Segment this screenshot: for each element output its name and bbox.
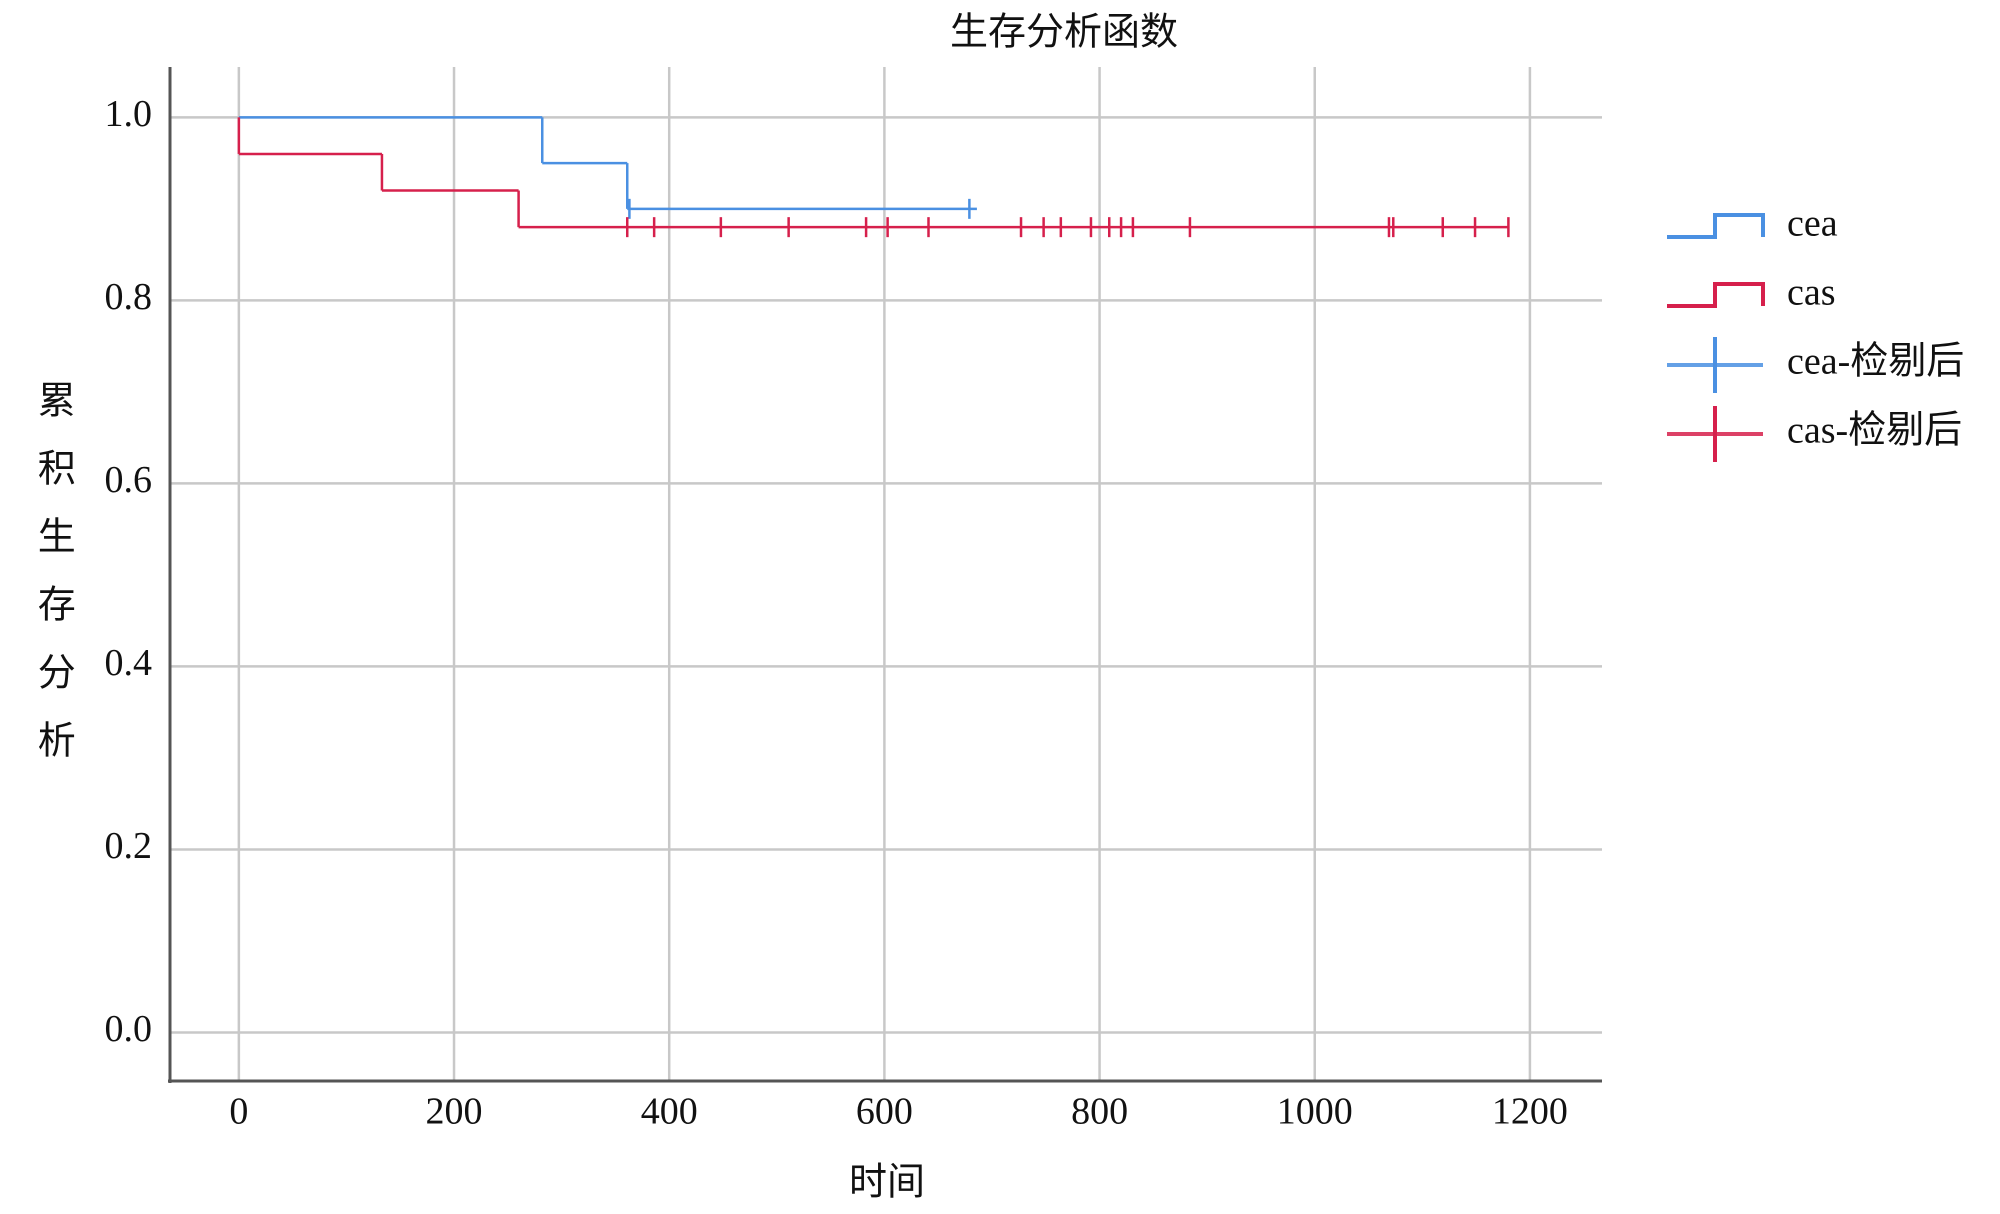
- x-tick-label: 1200: [1492, 1091, 1568, 1133]
- y-tick-label: 0.6: [105, 459, 153, 501]
- x-axis-label: 时间: [849, 1162, 925, 1204]
- legend-swatch: [1667, 213, 1765, 239]
- y-tick-label: 0.4: [105, 642, 153, 684]
- legend-label: cea: [1787, 203, 1838, 245]
- y-tick-label: 0.8: [105, 276, 153, 318]
- legend-label: cea-检剔后: [1787, 341, 1964, 383]
- x-tick-label: 600: [856, 1091, 913, 1133]
- legend-label: cas: [1787, 272, 1836, 314]
- chart-title: 生存分析函数: [950, 12, 1178, 54]
- legend-label: cas-检剔后: [1787, 410, 1962, 452]
- x-tick-label: 200: [426, 1091, 483, 1133]
- y-tick-label: 0.2: [105, 825, 153, 867]
- x-tick-label: 1000: [1277, 1091, 1353, 1133]
- y-tick-label: 0.0: [105, 1008, 153, 1050]
- x-tick-label: 800: [1071, 1091, 1128, 1133]
- y-axis-label: 累积生存分析: [31, 380, 74, 788]
- x-tick-label: 0: [229, 1091, 248, 1133]
- x-tick-label: 400: [641, 1091, 698, 1133]
- legend-swatch: [1667, 282, 1765, 308]
- y-tick-label: 1.0: [105, 93, 153, 135]
